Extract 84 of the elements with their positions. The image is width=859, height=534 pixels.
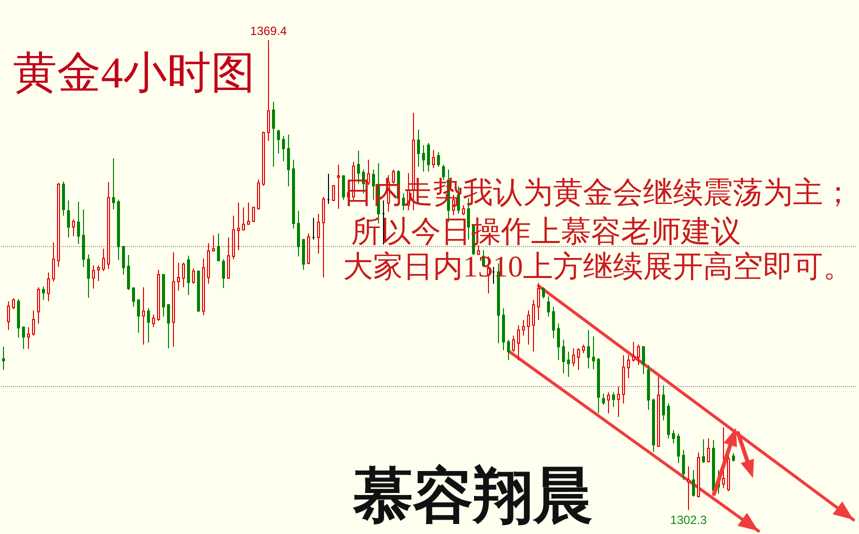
candlestick: [502, 308, 505, 351]
candlestick: [137, 299, 140, 334]
candlestick: [62, 180, 65, 216]
candlestick: [202, 258, 205, 316]
candlestick: [122, 245, 125, 276]
candlestick: [147, 308, 150, 344]
candlestick: [437, 152, 440, 168]
candlestick: [72, 218, 75, 237]
candlestick: [112, 158, 115, 210]
candlestick: [267, 40, 270, 142]
candlestick: [152, 314, 155, 328]
candlestick: [272, 101, 275, 168]
candlestick: [322, 196, 325, 278]
candlestick: [432, 149, 435, 169]
candlestick: [32, 310, 35, 336]
candlestick: [242, 206, 245, 232]
candlestick: [217, 232, 220, 262]
candlestick: [192, 268, 195, 284]
candlestick: [87, 254, 90, 298]
candlestick: [287, 134, 290, 187]
candlestick: [462, 204, 465, 216]
candlestick: [257, 178, 260, 210]
candlestick: [527, 310, 530, 346]
candlestick: [12, 298, 15, 310]
candlestick: [282, 135, 285, 162]
candlestick: [77, 201, 80, 244]
candlestick: [177, 262, 180, 292]
candlestick: [197, 270, 200, 312]
candlestick: [332, 184, 335, 202]
candlestick: [27, 326, 30, 350]
chart-title: 黄金4小时图: [13, 48, 255, 98]
candlestick: [127, 254, 130, 291]
candlestick: [162, 273, 165, 318]
candlestick: [82, 209, 85, 268]
candlestick: [92, 265, 95, 290]
candlestick: [522, 320, 525, 336]
candlestick: [337, 164, 340, 210]
annotation: 慕容翔晨: [352, 463, 593, 529]
candlestick: [312, 217, 315, 240]
candlestick: [97, 265, 100, 282]
candlestick: [422, 144, 425, 172]
candlestick: [42, 286, 45, 300]
candlestick: [252, 206, 255, 223]
candlestick: [187, 255, 190, 296]
candlestick: [47, 272, 50, 302]
candlestick: [262, 131, 265, 186]
candlestick: [292, 159, 295, 229]
candlestick: [17, 298, 20, 338]
candlestick: [207, 242, 210, 284]
candlestick: [307, 232, 310, 265]
candlestick: [182, 262, 185, 288]
candlestick: [237, 202, 240, 251]
candlestick: [107, 182, 110, 270]
candlestick: [212, 234, 215, 252]
candlestick: [297, 210, 300, 257]
candlestick: [512, 335, 515, 352]
candlestick: [132, 286, 135, 308]
candlestick: [37, 286, 40, 324]
candlestick: [172, 252, 175, 348]
candlestick: [157, 269, 160, 322]
candlestick: [7, 300, 10, 330]
candlestick: [142, 286, 145, 346]
candlestick: [2, 346, 5, 370]
candlestick: [247, 202, 250, 226]
candlestick: [317, 213, 320, 254]
candlestick: [67, 200, 70, 238]
candlestick: [52, 242, 55, 282]
candlestick: [102, 248, 105, 272]
candlestick: [222, 258, 225, 288]
candlestick: [232, 215, 235, 260]
annotation: 1369.4: [250, 24, 288, 38]
candlestick: [57, 182, 60, 268]
candlestick: [302, 238, 305, 270]
candlestick: [532, 299, 535, 352]
candlestick: [227, 237, 230, 280]
candlestick: [517, 324, 520, 361]
candlestick: [427, 142, 430, 172]
candlestick: [22, 326, 25, 350]
candlestick: [507, 339, 510, 361]
candlestick: [327, 173, 330, 204]
candlestick: [417, 129, 420, 168]
candlestick: [167, 304, 170, 349]
candlestick: [277, 129, 280, 154]
candlestick: [117, 199, 120, 260]
